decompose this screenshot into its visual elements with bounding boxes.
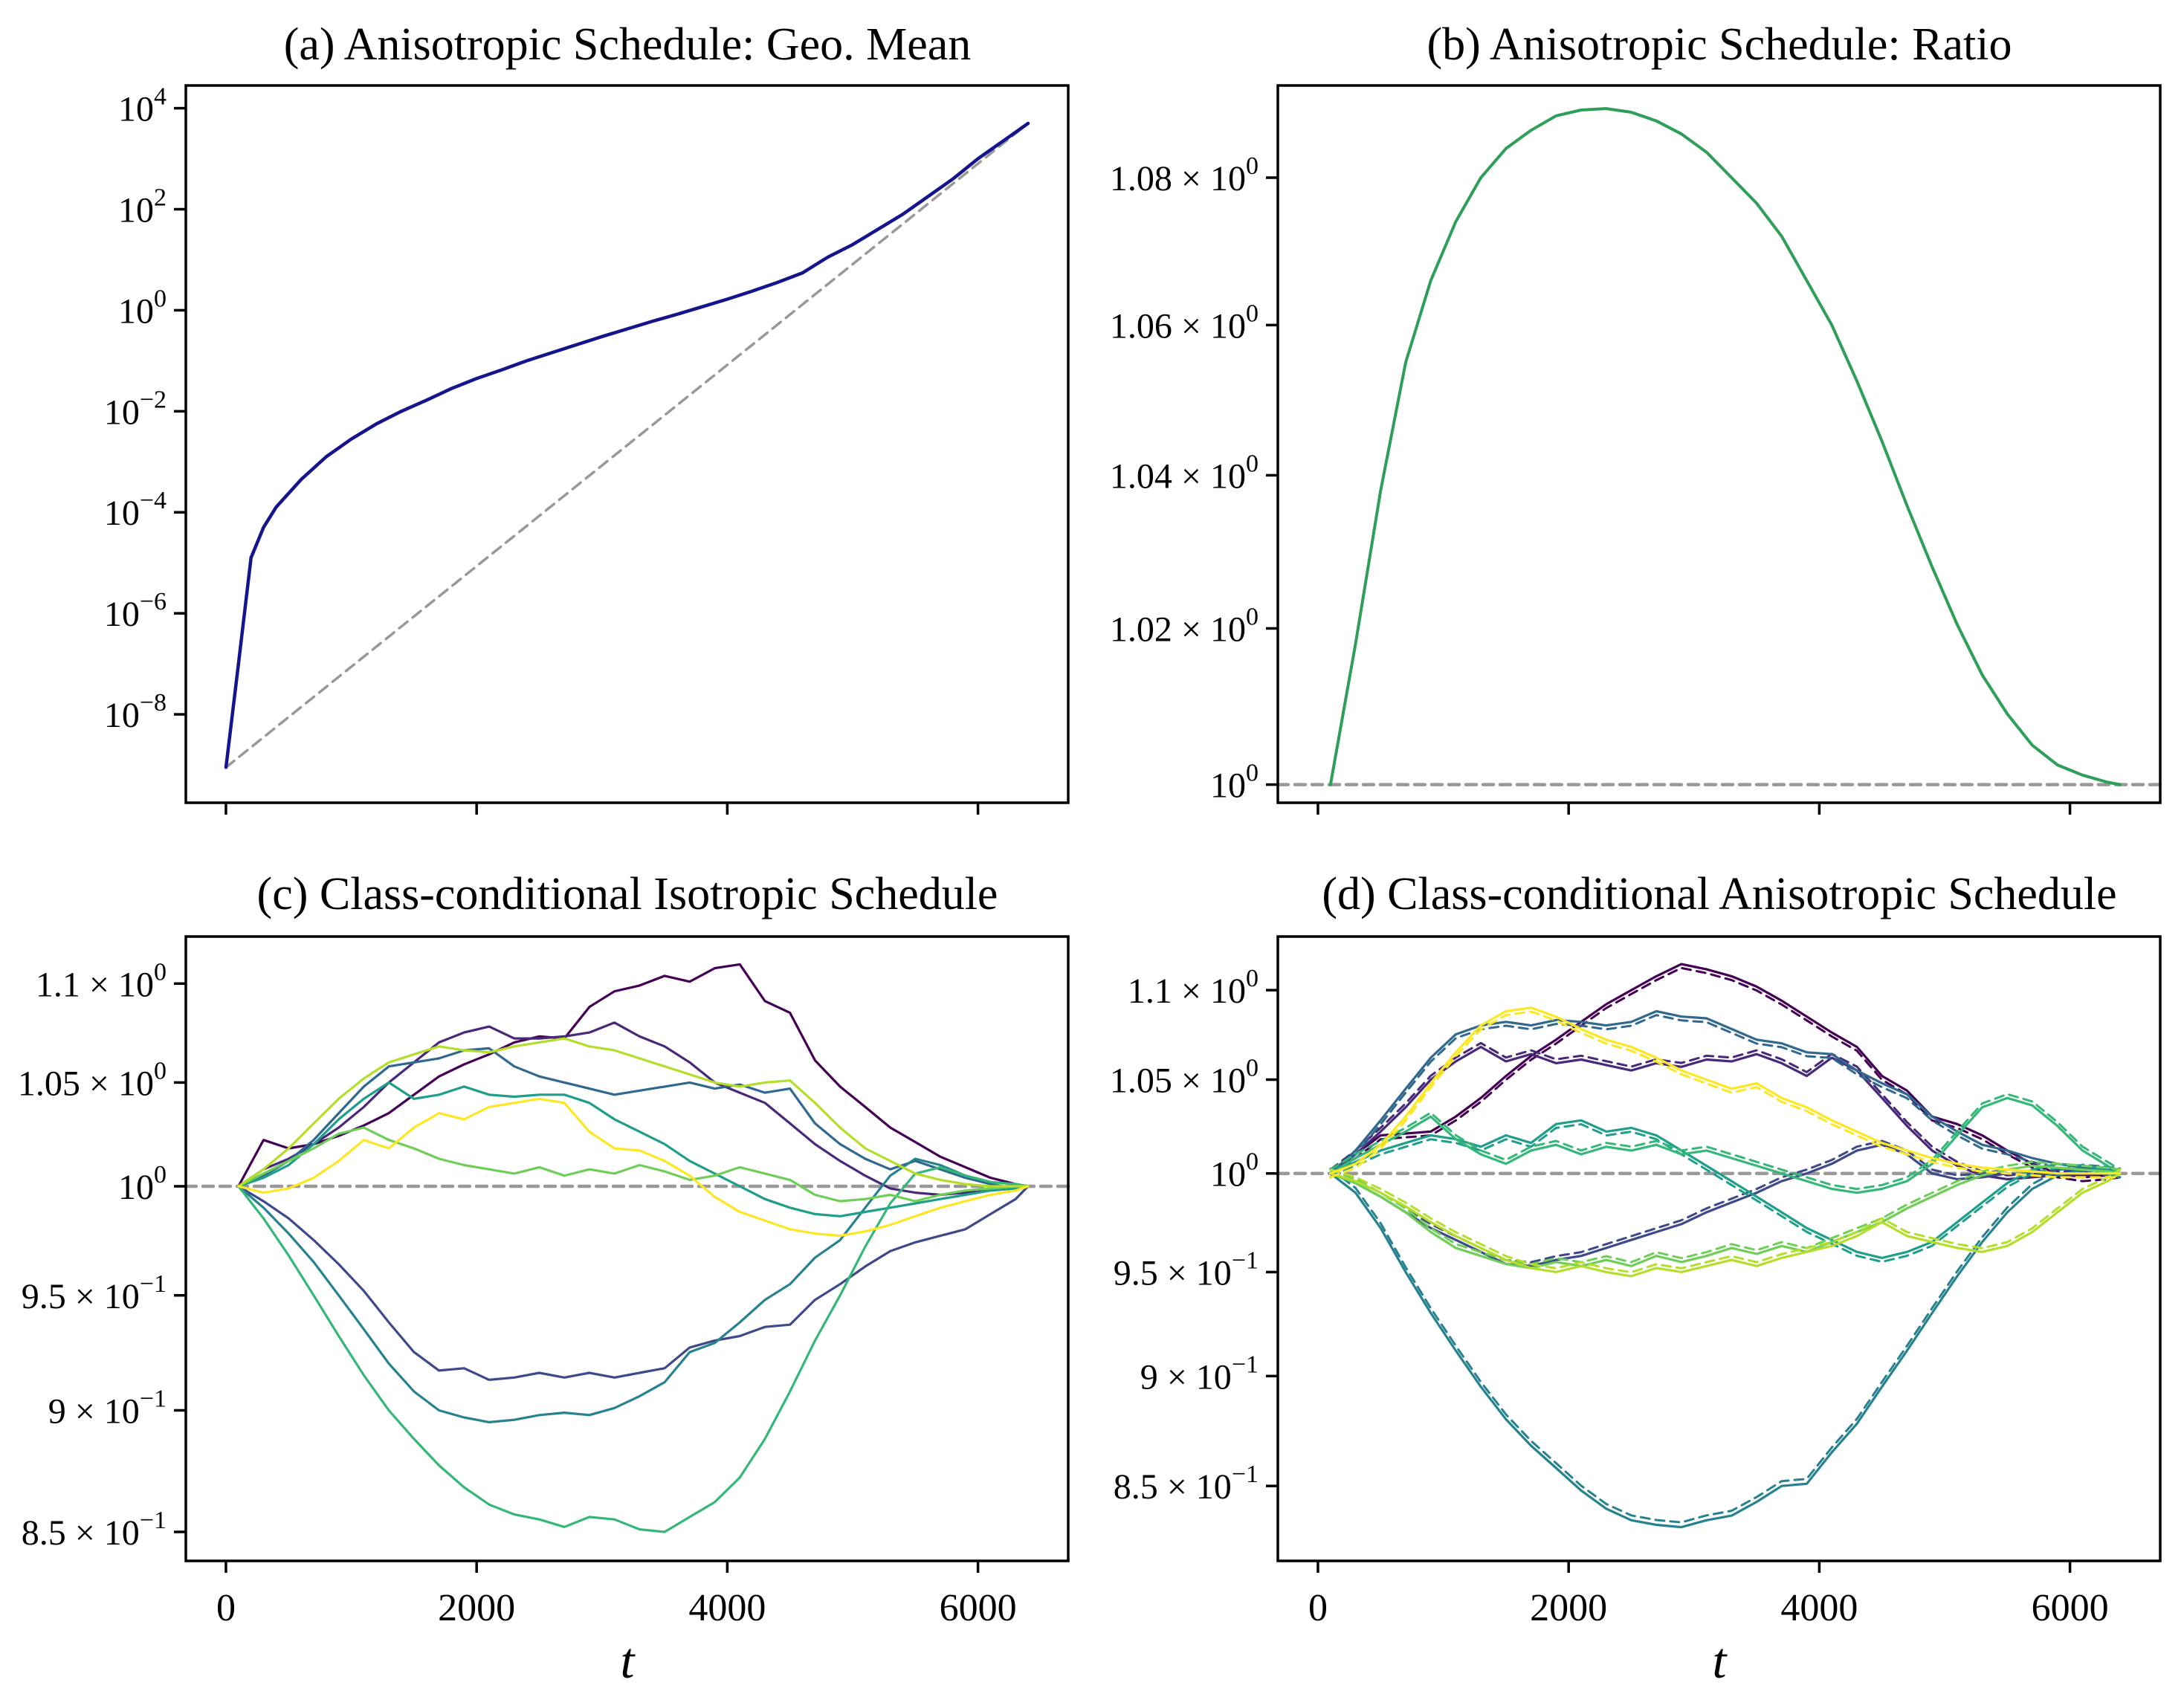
y-tick-label: 1.05 × 100 — [1110, 1054, 1259, 1100]
series-class-7-dashed — [1329, 1160, 2122, 1266]
panel-c-plot-area: 1.1 × 100 1.05 × 100 100 9.5 × 10−1 9 × 10−1… — [18, 935, 1070, 1629]
panel-c-title: (c) Class-conditional Isotropic Schedule — [257, 869, 998, 919]
y-tick-label: 9 × 10−1 — [48, 1385, 167, 1431]
series-class-7 — [237, 1126, 1030, 1203]
series-class-3-dashed — [1329, 1014, 2122, 1179]
x-tick-label: 4000 — [1780, 1587, 1858, 1629]
panel-d-container: (d) Class-conditional Anisotropic Schedu… — [1092, 844, 2184, 1688]
y-tick-label: 10−4 — [104, 487, 167, 533]
y-axis-ticks: 104 102 100 10−2 10−4 10−6 10−8 — [104, 83, 186, 735]
series-class-0 — [1329, 963, 2122, 1179]
axes-spines — [184, 935, 1070, 1562]
x-tick-label: 0 — [216, 1587, 236, 1629]
y-axis-ticks: 1.1 × 100 1.05 × 100 100 9.5 × 10−1 9 × 10−1… — [1110, 965, 1278, 1507]
y-tick-label: 100 — [118, 285, 167, 331]
x-axis-ticks — [1316, 803, 2072, 815]
x-tick-label: 6000 — [2032, 1587, 2109, 1629]
x-tick-label: 2000 — [1530, 1587, 1607, 1629]
y-tick-label: 9.5 × 10−1 — [22, 1270, 167, 1316]
x-axis-ticks: 0 2000 4000 6000 — [216, 1561, 1017, 1629]
y-tick-label: 1.1 × 100 — [36, 958, 167, 1004]
series-linear-reference — [224, 122, 1030, 769]
series-class-1 — [237, 1021, 1030, 1197]
panel-a: (a) Anisotropic Schedule: Geo. Mean 1041… — [104, 19, 1070, 815]
panel-b: (b) Anisotropic Schedule: Ratio 1.08 × 1… — [1110, 19, 2162, 815]
series-class-0 — [237, 963, 1030, 1188]
series-class-3 — [1329, 1009, 2122, 1175]
panel-b-container: (b) Anisotropic Schedule: Ratio 1.08 × 1… — [1092, 0, 2184, 844]
panel-b-title: (b) Anisotropic Schedule: Ratio — [1427, 19, 2012, 70]
series-class-8-dashed — [1329, 1168, 2122, 1274]
series-class-8 — [1329, 1172, 2122, 1278]
panel-a-title: (a) Anisotropic Schedule: Geo. Mean — [284, 19, 972, 70]
y-tick-label: 1.04 × 100 — [1110, 450, 1259, 496]
axes-spines — [184, 84, 1070, 804]
series-class-7 — [1329, 1164, 2122, 1270]
series-ratio — [1328, 107, 2122, 786]
y-tick-label: 1.06 × 100 — [1110, 300, 1259, 346]
series-class-4-dashed — [1329, 1163, 2122, 1524]
x-axis-ticks — [224, 803, 980, 815]
y-tick-label: 100 — [1210, 760, 1259, 806]
y-tick-label: 1.1 × 100 — [1128, 965, 1259, 1011]
panel-d: (d) Class-conditional Anisotropic Schedu… — [1110, 869, 2162, 1688]
y-tick-label: 1.05 × 100 — [18, 1057, 167, 1103]
series-class-5-dashed — [1329, 1123, 2122, 1264]
series-class-1 — [1329, 1045, 2122, 1181]
y-tick-label: 10−6 — [104, 588, 167, 634]
series-geo-mean — [224, 121, 1030, 769]
y-tick-label: 104 — [118, 83, 167, 129]
series-class-5 — [237, 1081, 1030, 1218]
panel-a-container: (a) Anisotropic Schedule: Geo. Mean 104 1… — [0, 0, 1092, 844]
panel-d-xlabel: t — [1713, 1632, 1728, 1688]
panel-b-plot-area: 1.08 × 100 1.06 × 100 1.04 × 100 1.02 × 100… — [1110, 84, 2162, 815]
series-class-4 — [237, 1157, 1030, 1423]
series-class-9-dashed — [1329, 1010, 2122, 1179]
x-tick-label: 6000 — [940, 1587, 1017, 1629]
series-class-8 — [237, 1037, 1030, 1188]
y-tick-label: 100 — [118, 1161, 167, 1207]
y-tick-label: 100 — [1210, 1148, 1259, 1194]
axes-spines — [1276, 935, 2162, 1562]
panel-d-plot-area: 1.1 × 100 1.05 × 100 100 9.5 × 10−1 9 × 10−1… — [1110, 935, 2162, 1629]
x-tick-label: 0 — [1308, 1587, 1328, 1629]
y-tick-label: 9 × 10−1 — [1140, 1351, 1259, 1397]
y-axis-ticks: 1.08 × 100 1.06 × 100 1.04 × 100 1.02 × 100… — [1110, 152, 1278, 806]
series-class-5 — [1329, 1119, 2122, 1259]
y-tick-label: 10−2 — [104, 386, 167, 432]
panel-c-container: (c) Class-conditional Isotropic Schedule… — [0, 844, 1092, 1688]
series-class-9 — [1329, 1006, 2122, 1175]
panel-c-xlabel: t — [621, 1632, 636, 1688]
series-class-6 — [1329, 1096, 2122, 1194]
series-class-6 — [237, 1165, 1030, 1533]
x-tick-label: 2000 — [438, 1587, 515, 1629]
x-tick-label: 4000 — [688, 1587, 766, 1629]
y-tick-label: 8.5 × 10−1 — [22, 1507, 167, 1553]
y-tick-label: 9.5 × 10−1 — [1114, 1246, 1259, 1293]
y-tick-label: 8.5 × 10−1 — [1114, 1461, 1259, 1507]
y-tick-label: 10−8 — [104, 689, 167, 735]
series-class-4 — [1329, 1168, 2122, 1529]
x-axis-ticks: 0 2000 4000 6000 — [1308, 1561, 2109, 1629]
axes-spines — [1276, 84, 2162, 804]
y-tick-label: 1.02 × 100 — [1110, 603, 1259, 649]
series-class-6-dashed — [1329, 1093, 2122, 1191]
y-tick-label: 102 — [118, 184, 167, 230]
y-tick-label: 1.08 × 100 — [1110, 152, 1259, 198]
panel-a-plot-area: 104 102 100 10−2 10−4 10−6 10−8 — [104, 83, 1070, 815]
panel-c: (c) Class-conditional Isotropic Schedule… — [18, 869, 1070, 1688]
series-class-9 — [237, 1097, 1030, 1238]
y-axis-ticks: 1.1 × 100 1.05 × 100 100 9.5 × 10−1 9 × 10−1… — [18, 958, 186, 1553]
panel-d-title: (d) Class-conditional Anisotropic Schedu… — [1322, 869, 2116, 919]
series-class-2 — [237, 1185, 1030, 1381]
series-class-2 — [1329, 1143, 2122, 1267]
